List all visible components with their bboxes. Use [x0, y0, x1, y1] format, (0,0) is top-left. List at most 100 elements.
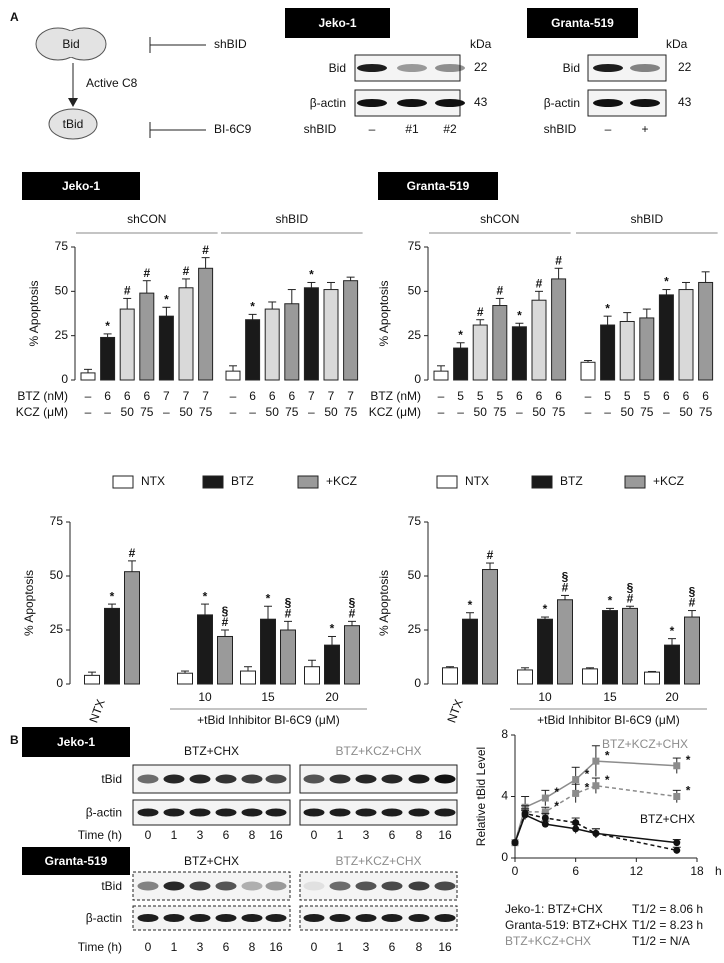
significance-marker: #	[124, 284, 131, 298]
category-label: 6	[555, 389, 562, 403]
band	[434, 914, 456, 922]
band	[241, 774, 263, 784]
category-label: –	[585, 389, 592, 403]
row-label: BTZ (nM)	[370, 389, 421, 403]
legend-label: +KCZ	[326, 474, 357, 488]
lane-label: +	[641, 122, 648, 136]
y-tick-label: 50	[55, 284, 69, 298]
legend-swatch	[297, 475, 319, 489]
title: Granta-519	[407, 179, 470, 193]
bar	[482, 569, 498, 685]
row-label: BTZ (nM)	[17, 389, 68, 403]
category-label: 5	[457, 389, 464, 403]
band	[189, 774, 211, 784]
bar	[582, 668, 598, 685]
time-label: 1	[337, 940, 344, 954]
bar	[158, 315, 174, 381]
category-label: –	[230, 405, 237, 419]
band	[303, 808, 325, 817]
significance-marker: *	[164, 292, 169, 306]
category-label: –	[85, 405, 92, 419]
category-label: –	[308, 405, 315, 419]
band	[357, 64, 387, 72]
category-label: 6	[249, 389, 256, 403]
category-label: 50	[324, 405, 338, 419]
bar	[119, 308, 135, 381]
bar	[531, 299, 547, 381]
significance-marker: §	[562, 570, 569, 584]
bar	[84, 674, 100, 685]
significance-marker: #	[555, 253, 562, 267]
category-label: 75	[140, 405, 154, 419]
y-tick-label: 25	[55, 328, 69, 342]
significance-marker: *	[664, 275, 669, 289]
category-label: 6	[683, 389, 690, 403]
band	[593, 99, 623, 107]
significance-marker: *	[203, 589, 208, 603]
bar	[343, 280, 359, 381]
bar	[240, 670, 256, 685]
time-label: 0	[311, 828, 318, 842]
band	[303, 774, 325, 784]
title-box	[22, 727, 130, 757]
title-box	[527, 8, 638, 38]
band	[265, 881, 287, 891]
legend-label: +KCZ	[653, 474, 684, 488]
band	[355, 774, 377, 784]
category-label: 7	[183, 389, 190, 403]
band	[215, 808, 237, 817]
bar	[462, 618, 478, 685]
bar	[492, 305, 508, 381]
band	[329, 914, 351, 922]
band	[189, 914, 211, 922]
point	[673, 839, 681, 847]
y-tick-label: 75	[50, 514, 64, 528]
halflife-value: T1/2 = 8.23 h	[632, 918, 703, 932]
group-label: shCON	[480, 212, 519, 226]
significance-marker: *	[266, 591, 271, 605]
bar	[177, 672, 193, 685]
category-label: –	[604, 405, 611, 419]
blot	[132, 764, 291, 794]
band	[163, 881, 185, 891]
x-tick-label: 12	[630, 864, 644, 878]
category-label: –	[438, 405, 445, 419]
bar	[197, 614, 213, 685]
inhibitor-label: shBID	[214, 37, 247, 51]
category-label: –	[104, 405, 111, 419]
time-label: 3	[363, 940, 370, 954]
band	[434, 881, 456, 891]
panel-label: B	[10, 733, 19, 747]
band	[163, 774, 185, 784]
time-label: 0	[145, 828, 152, 842]
legend-label: BTZ	[231, 474, 254, 488]
blot	[132, 799, 291, 826]
band	[189, 881, 211, 891]
bar	[264, 308, 280, 381]
significance-marker: §	[285, 596, 292, 610]
lane-label: #2	[443, 122, 457, 136]
y-tick-label: 0	[501, 850, 508, 864]
y-tick-label: 50	[50, 568, 64, 582]
halflife-value: T1/2 = N/A	[632, 934, 690, 948]
category-label: –	[457, 405, 464, 419]
band	[265, 774, 287, 784]
significance-marker: *	[309, 268, 314, 282]
bar	[551, 278, 567, 381]
kda-value: 22	[678, 60, 692, 74]
significance-marker: *	[608, 594, 613, 608]
x-tick-label: 18	[690, 864, 704, 878]
point	[572, 789, 580, 797]
blot	[299, 871, 458, 901]
halflife-label: BTZ+KCZ+CHX	[505, 934, 591, 948]
lanes-label: shBID	[304, 122, 337, 136]
band	[241, 914, 263, 922]
point	[592, 782, 600, 790]
category-label: 20	[665, 690, 679, 704]
category-label: 5	[604, 389, 611, 403]
point	[541, 814, 549, 822]
y-tick-label: 0	[414, 372, 421, 386]
significance-marker: *	[105, 319, 110, 333]
point	[592, 829, 600, 837]
point	[541, 808, 549, 816]
